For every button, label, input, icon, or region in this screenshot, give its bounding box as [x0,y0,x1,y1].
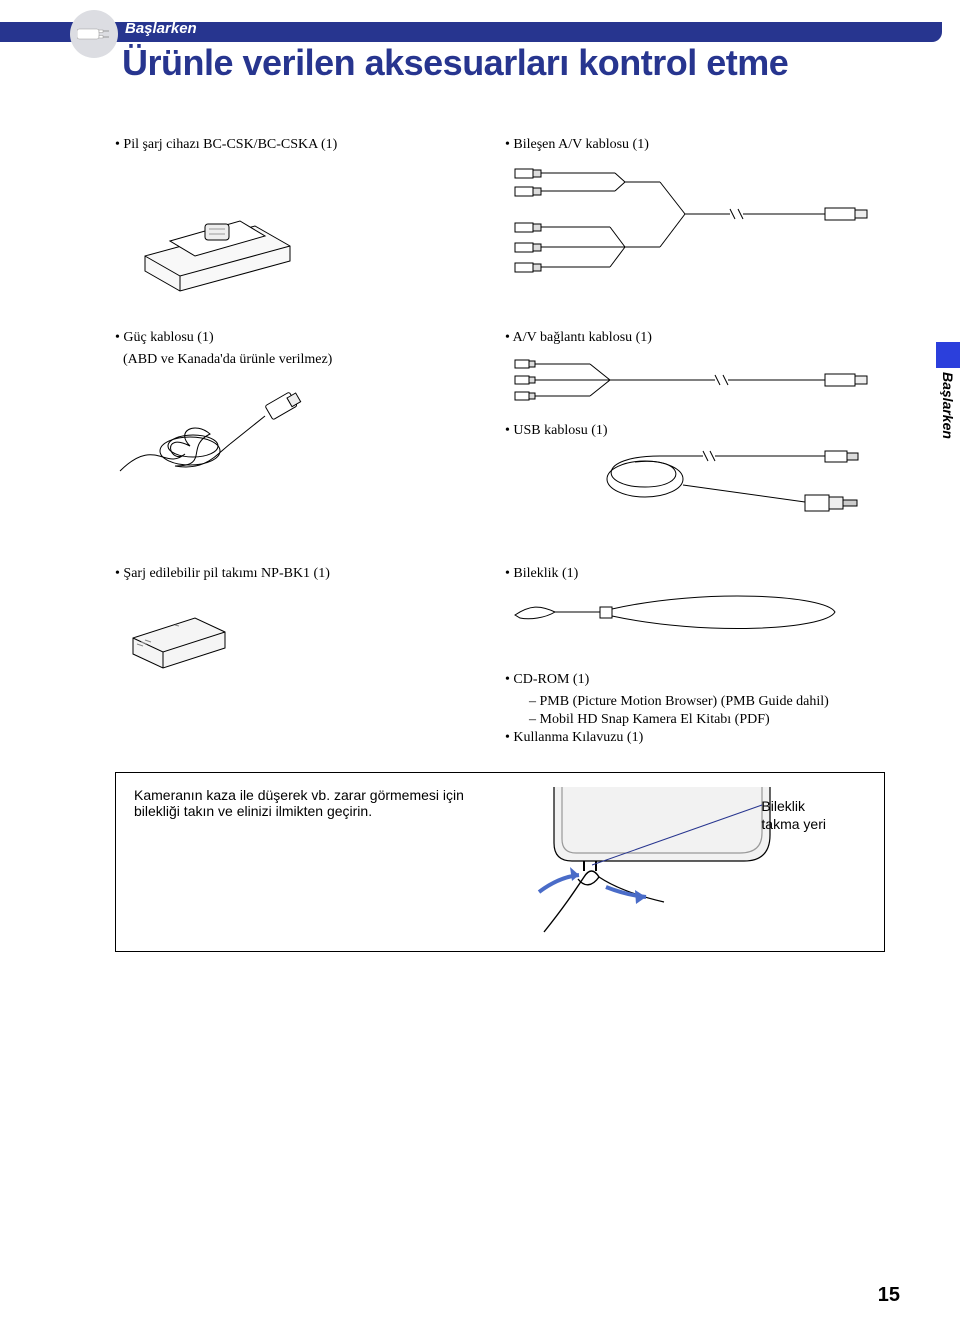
page-title: Ürünle verilen aksesuarları kontrol etme [122,42,788,84]
item-cdrom-label: CD-ROM (1) [505,672,900,688]
page-header: Başlarken Ürünle verilen aksesuarları ko… [0,12,960,82]
item-usb-label: USB kablosu (1) [505,423,900,439]
tip-callout-line2: takma yeri [761,815,826,833]
tip-box: Kameranın kaza ile düşerek vb. zarar gör… [115,772,885,952]
cdrom-sublist: – PMB (Picture Motion Browser) (PMB Guid… [529,694,900,728]
power-cable-illustration [115,376,315,486]
item-wrist-strap-label: Bileklik (1) [505,566,900,582]
av-component-cable-illustration [505,161,885,291]
section-label: Başlarken [125,20,197,37]
tip-text: Kameranın kaza ile düşerek vb. zarar gör… [134,787,464,819]
page-number: 15 [878,1284,900,1307]
tip-callout-line1: Bileklik [761,797,826,815]
tip-callout: Bileklik takma yeri [761,797,826,833]
item-power-cable-label: Güç kablosu (1) [115,330,475,346]
usb-cable-illustration [505,447,885,532]
item-charger-label: Pil şarj cihazı BC-CSK/BC-CSKA (1) [115,137,475,153]
cdrom-sub-pmb: – PMB (Picture Motion Browser) (PMB Guid… [529,694,900,710]
charger-illustration [115,161,315,296]
item-manual-label: Kullanma Kılavuzu (1) [505,730,900,746]
wrist-strap-illustration [505,590,855,640]
battery-illustration [115,590,245,675]
item-av-cable-label: Bileşen A/V kablosu (1) [505,137,900,153]
tip-illustration-area: Bileklik takma yeri [484,787,866,942]
content-area: Pil şarj cihazı BC-CSK/BC-CSKA (1) Bileş… [0,137,960,952]
item-av-conn-label: A/V bağlantı kablosu (1) [505,330,900,346]
av-conn-cable-illustration [505,354,885,409]
item-battery-label: Şarj edilebilir pil takımı NP-BK1 (1) [115,566,475,582]
cdrom-sub-handbook: – Mobil HD Snap Kamera El Kitabı (PDF) [529,712,900,728]
plug-icon [70,10,118,58]
item-power-cable-sub: (ABD ve Kanada'da ürünle verilmez) [123,352,475,368]
